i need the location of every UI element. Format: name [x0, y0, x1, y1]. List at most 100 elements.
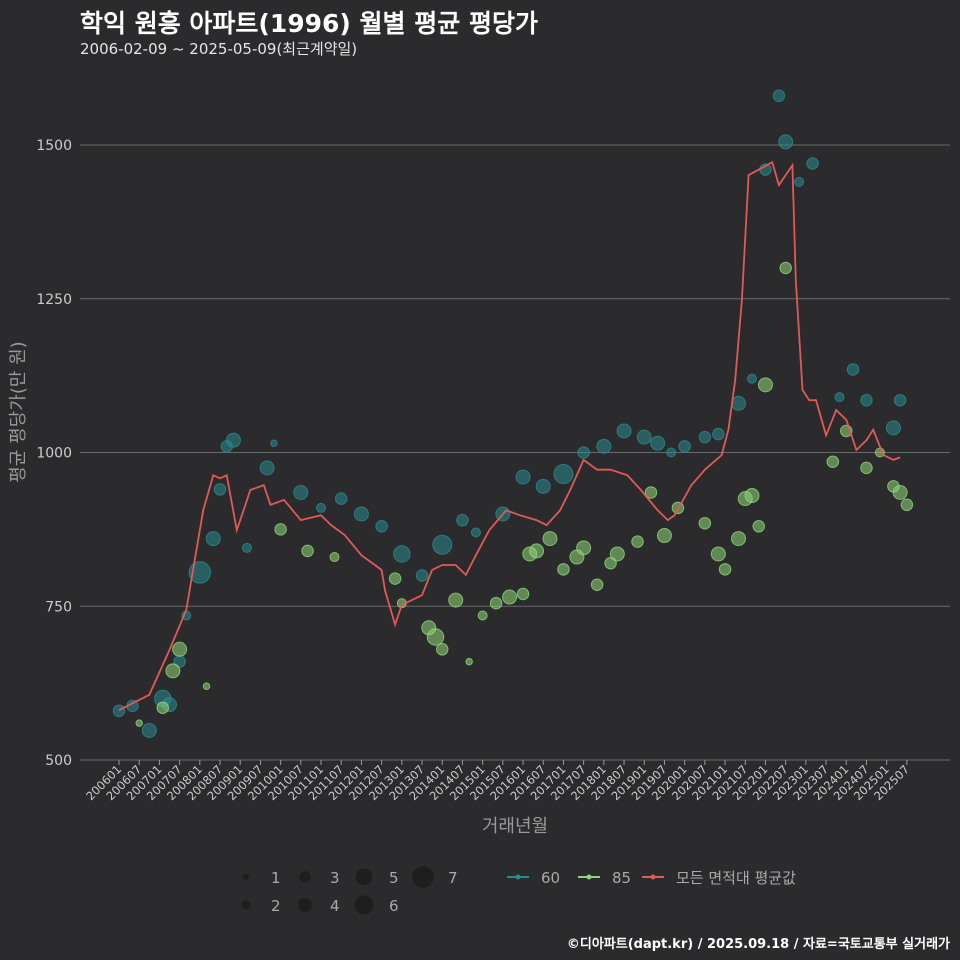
legend-size-dot	[298, 898, 312, 912]
point-85	[752, 520, 765, 533]
point-85	[731, 531, 747, 547]
point-60	[205, 531, 221, 547]
point-85	[477, 610, 488, 621]
point-60	[746, 373, 757, 384]
point-60	[731, 395, 747, 411]
chart-title: 학익 원흥 아파트(1996) 월별 평균 평당가	[80, 9, 538, 38]
point-85	[329, 552, 340, 563]
legend-size-label: 2	[271, 897, 281, 915]
legend-size-dot	[299, 871, 311, 883]
point-85	[900, 498, 914, 512]
point-60	[885, 420, 901, 436]
point-85	[135, 719, 143, 727]
point-85	[516, 587, 530, 601]
point-60	[678, 440, 691, 453]
point-60	[293, 484, 309, 500]
point-85	[388, 572, 402, 585]
point-85	[529, 543, 545, 559]
legend-size-dot	[355, 868, 373, 886]
point-60	[393, 545, 411, 563]
point-85	[710, 546, 726, 562]
point-85	[301, 544, 314, 558]
legend-size-dot	[354, 895, 374, 915]
point-85	[542, 531, 558, 547]
point-85	[165, 663, 181, 679]
y-axis-label: 평균 평당가(만 원)	[8, 341, 29, 482]
footer-credit: ©디아파트(dapt.kr) / 2025.09.18 / 자료=국토교통부 실…	[566, 937, 950, 952]
point-85	[576, 540, 592, 556]
legend-size-dot	[241, 900, 251, 910]
point-85	[644, 486, 658, 499]
point-60	[577, 446, 590, 459]
avg-line	[118, 160, 901, 712]
legend-size-label: 4	[330, 897, 340, 915]
point-60	[712, 427, 725, 441]
legend-size-label: 1	[271, 869, 281, 887]
point-60	[596, 438, 612, 454]
point-85	[172, 641, 188, 657]
point-85	[448, 592, 464, 608]
point-60	[112, 704, 126, 718]
point-85	[426, 628, 445, 646]
point-60	[259, 460, 275, 476]
point-60	[846, 363, 860, 376]
point-60	[470, 527, 481, 538]
point-60	[553, 464, 574, 485]
point-60	[834, 392, 845, 403]
point-60	[225, 432, 241, 448]
legend-marker-0	[515, 874, 521, 880]
point-85	[502, 589, 518, 605]
legend-size-dot	[412, 866, 434, 888]
point-60	[334, 492, 348, 505]
legend-marker-1	[586, 874, 592, 880]
point-60	[270, 439, 278, 448]
y-tick-label: 750	[45, 599, 72, 615]
point-60	[650, 435, 666, 451]
point-60	[636, 429, 652, 445]
point-60	[893, 393, 907, 407]
point-85	[489, 596, 503, 610]
point-60	[415, 569, 429, 582]
legend-size-dot	[242, 873, 250, 881]
point-85	[744, 488, 760, 504]
chart-subtitle: 2006-02-09 ~ 2025-05-09(최근계약일)	[80, 40, 358, 58]
legend-series-label: 모든 면적대 평균값	[676, 869, 796, 887]
point-85	[590, 578, 604, 591]
point-85	[557, 563, 570, 576]
y-tick-label: 1000	[36, 446, 72, 462]
point-60	[432, 534, 453, 555]
legend-series-label: 60	[541, 869, 560, 887]
point-60	[794, 176, 805, 187]
legend-size-label: 3	[330, 869, 340, 887]
x-axis-label: 거래년월	[482, 816, 548, 837]
legend-size-label: 7	[448, 869, 458, 887]
point-60	[375, 520, 388, 533]
point-85	[631, 535, 644, 548]
y-tick-label: 500	[45, 753, 72, 769]
point-85	[757, 377, 773, 393]
legend-size-label: 5	[389, 869, 399, 887]
point-85	[156, 701, 170, 714]
point-60	[772, 89, 786, 103]
point-85	[609, 546, 625, 562]
point-60	[806, 157, 819, 170]
point-60	[535, 478, 551, 494]
point-85	[892, 484, 908, 500]
legend-marker-2	[650, 874, 656, 880]
y-tick-label: 1500	[36, 138, 72, 154]
point-85	[274, 523, 287, 536]
point-60	[860, 393, 873, 407]
point-60	[616, 423, 632, 439]
point-60	[778, 134, 794, 150]
legend-series-label: 85	[612, 869, 631, 887]
point-60	[515, 469, 531, 485]
point-85	[698, 516, 712, 530]
point-60	[316, 502, 327, 513]
point-85	[435, 643, 449, 656]
point-60	[241, 542, 252, 553]
legend-size-label: 6	[389, 897, 399, 915]
point-60	[213, 483, 227, 496]
point-85	[826, 455, 840, 468]
point-60	[353, 506, 369, 522]
